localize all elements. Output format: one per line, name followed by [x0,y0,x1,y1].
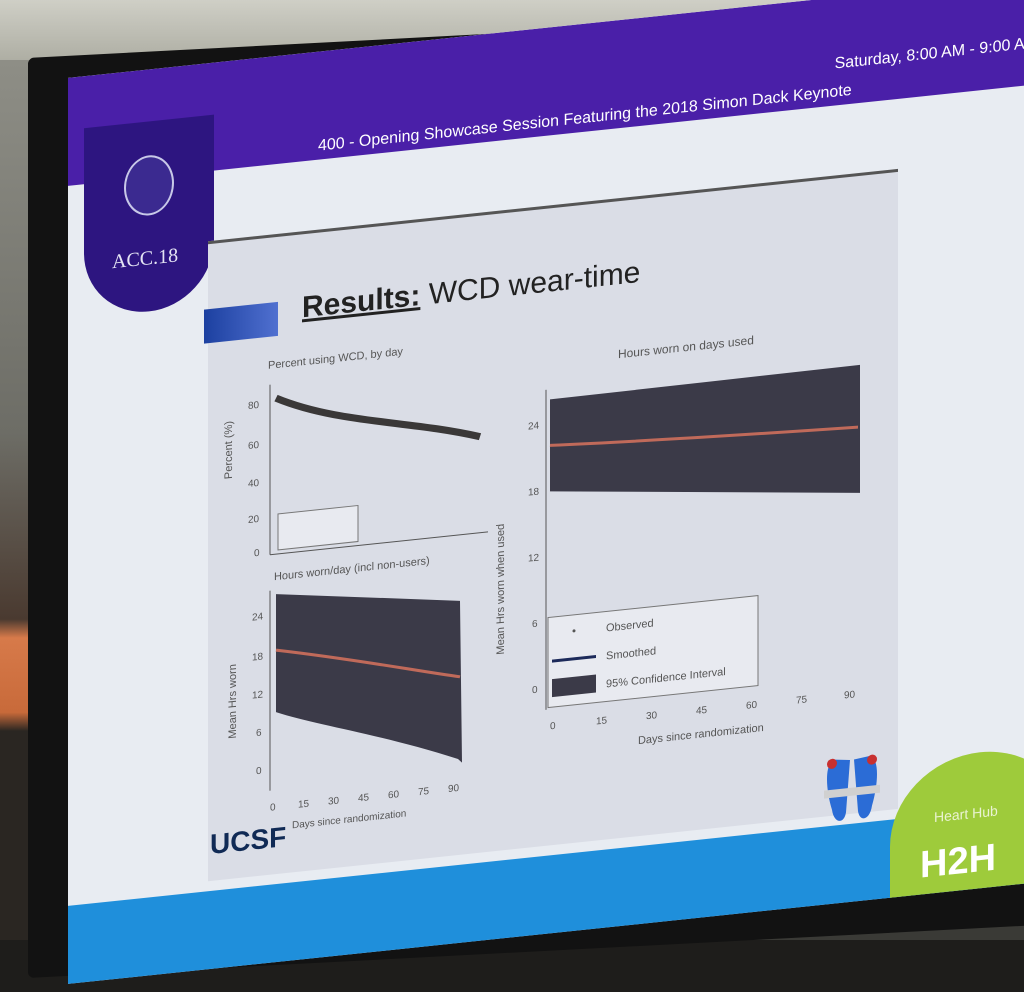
hours-used-ylabel: Mean Hrs worn when used [495,523,507,655]
hours-all-ytick: 12 [252,689,264,701]
percent-line [274,394,482,441]
hours-all-xtick: 0 [270,802,276,814]
monitor-screen: Saturday, 8:00 AM - 9:00 AM 400 - Openin… [68,0,1024,984]
hours-all-ytick: 18 [252,651,264,663]
hours-all-xtick: 45 [358,792,370,804]
h2h-logo: Heart Hub H2H [890,742,1024,932]
hours-used-xtick: 45 [696,705,708,717]
percent-ytick: 80 [248,400,260,412]
percent-ytick: 20 [248,514,260,526]
hours-used-legend [547,595,759,709]
h2h-subtitle: Heart Hub [934,802,998,826]
acc-logo: ACC.18 [84,114,214,319]
monitor-bezel: Saturday, 8:00 AM - 9:00 AM 400 - Openin… [28,0,1024,984]
hours-used-xtick: 90 [844,689,856,701]
hours-worn-used-chart: Hours worn on days used Mean Hrs worn wh… [495,333,860,747]
hours-used-xtick: 75 [796,694,808,706]
percent-chart-xaxis [270,531,488,556]
hours-all-ylabel: Mean Hrs worn [227,663,239,739]
hours-all-xtick: 90 [448,783,460,795]
hours-used-smooth-line [549,425,859,447]
hours-used-band [550,364,860,493]
legend-smoothed-label: Smoothed [606,645,656,662]
hours-used-ytick: 6 [532,619,538,631]
legend-observed-label: Observed [606,618,654,635]
hours-all-band [276,594,462,763]
hours-used-xtick: 60 [746,700,758,712]
percent-ytick: 0 [254,548,260,560]
legend-ci-marker [552,674,596,698]
hours-used-ytick: 24 [528,421,540,433]
hours-all-xtick: 15 [298,799,310,811]
percent-ytick: 40 [248,478,260,490]
legend-observed-marker [572,629,576,633]
hours-all-ytick: 0 [256,766,262,778]
hours-used-ytick: 18 [528,487,540,499]
hours-all-xtick: 30 [328,795,340,807]
hours-used-xtick: 0 [550,721,556,733]
shoe-icon [824,754,880,821]
hours-all-xtick: 60 [388,789,400,801]
legend-smoothed-marker [552,655,596,663]
hours-worn-all-chart: Hours worn/day (incl non-users) Mean Hrs… [227,555,462,831]
hours-all-xlabel: Days since randomization [292,808,406,831]
h2h-title: H2H [920,836,997,887]
percent-ytick: 60 [248,440,260,452]
hours-all-xtick: 75 [418,786,430,798]
acc-seal-icon [124,152,174,219]
hours-all-ytick: 24 [252,611,264,623]
hours-used-xtick: 15 [596,715,608,727]
percent-using-chart: Percent using WCD, by day Percent (%) 80… [223,346,488,560]
hours-used-ytick: 12 [528,553,540,565]
hours-all-ytick: 6 [256,728,262,740]
acc-logo-text: ACC.18 [112,244,179,274]
hours-all-smooth-line [275,648,461,679]
hours-used-ytick: 0 [532,685,538,697]
percent-chart-ylabel: Percent (%) [223,420,235,479]
percent-legend [277,504,359,551]
session-title: 400 - Opening Showcase Session Featuring… [318,81,852,155]
hours-used-xtick: 30 [646,710,658,722]
session-time: Saturday, 8:00 AM - 9:00 AM [834,34,1024,73]
